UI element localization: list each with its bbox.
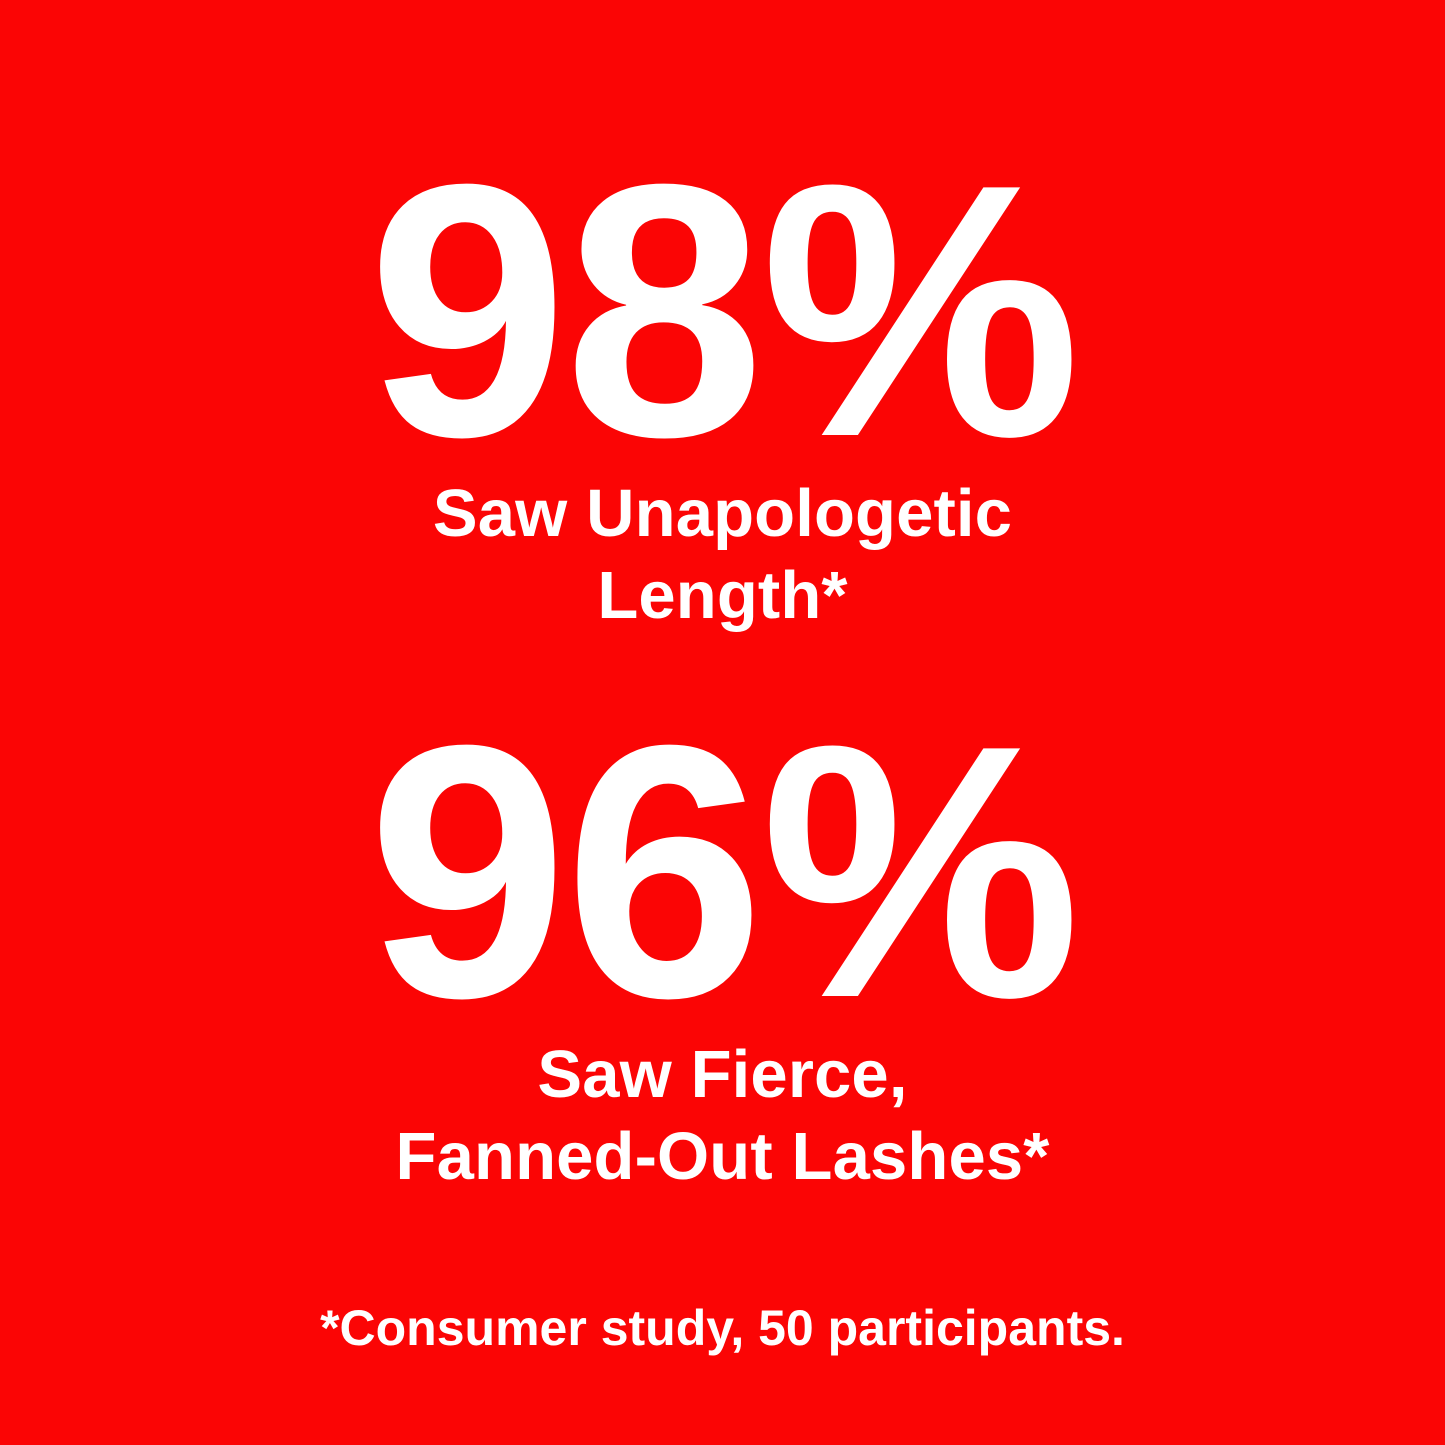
stat-label-lashes-line-2: Fanned-Out Lashes* [395, 1119, 1050, 1194]
stat-value-length: 98% [367, 110, 1081, 512]
stat-label-lashes: Saw Fierce, Fanned-Out Lashes* [396, 1034, 1050, 1198]
stat-label-lashes-line-1: Saw Fierce, [537, 1037, 908, 1112]
footnote: *Consumer study, 50 participants. [320, 1300, 1125, 1356]
stat-value-lashes: 96% [367, 671, 1081, 1073]
stat-label-length-line-2: Length* [597, 558, 848, 633]
stat-label-length: Saw Unapologetic Length* [433, 473, 1012, 637]
stat-label-length-line-1: Saw Unapologetic [432, 476, 1013, 551]
